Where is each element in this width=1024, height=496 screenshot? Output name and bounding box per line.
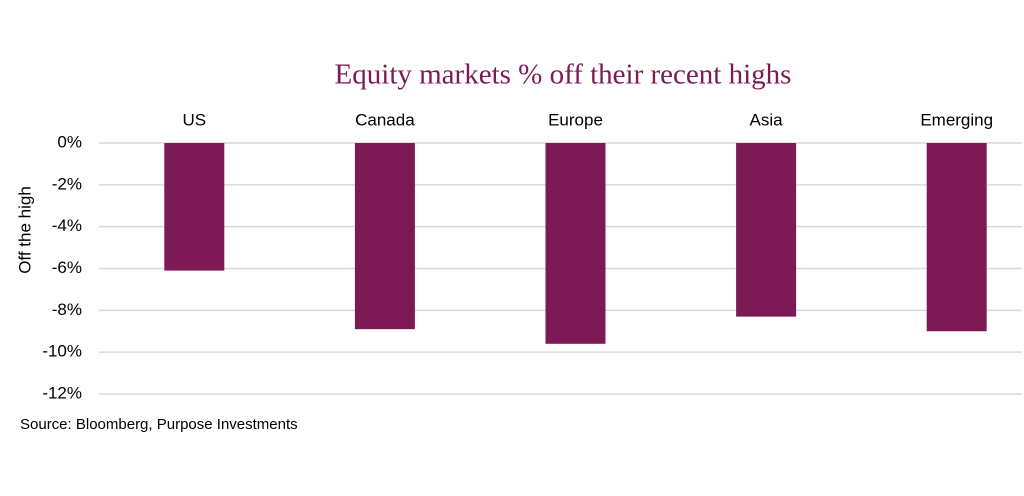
y-tick-label: -2%	[52, 174, 82, 193]
y-tick-label: -12%	[42, 383, 82, 402]
y-tick-label: -8%	[52, 300, 82, 319]
x-tick-label: US	[182, 110, 206, 129]
y-axis-label: Off the high	[15, 186, 34, 274]
y-tick-label: -10%	[42, 342, 82, 361]
bar	[164, 143, 225, 271]
source: Source: Bloomberg, Purpose Investments	[20, 416, 298, 433]
y-tick-label: 0%	[57, 132, 82, 151]
chart-title: Equity markets % off their recent highs	[335, 59, 792, 91]
bar	[354, 143, 415, 330]
bar	[736, 143, 797, 317]
x-tick-label: Asia	[750, 110, 784, 129]
x-tick-label: Europe	[548, 110, 603, 129]
x-tick-label: Emerging	[920, 110, 993, 129]
bar	[926, 143, 987, 332]
bar	[545, 143, 606, 344]
y-tick-label: -6%	[52, 258, 82, 277]
x-tick-label: Canada	[355, 110, 415, 129]
y-tick-label: -4%	[52, 216, 82, 235]
